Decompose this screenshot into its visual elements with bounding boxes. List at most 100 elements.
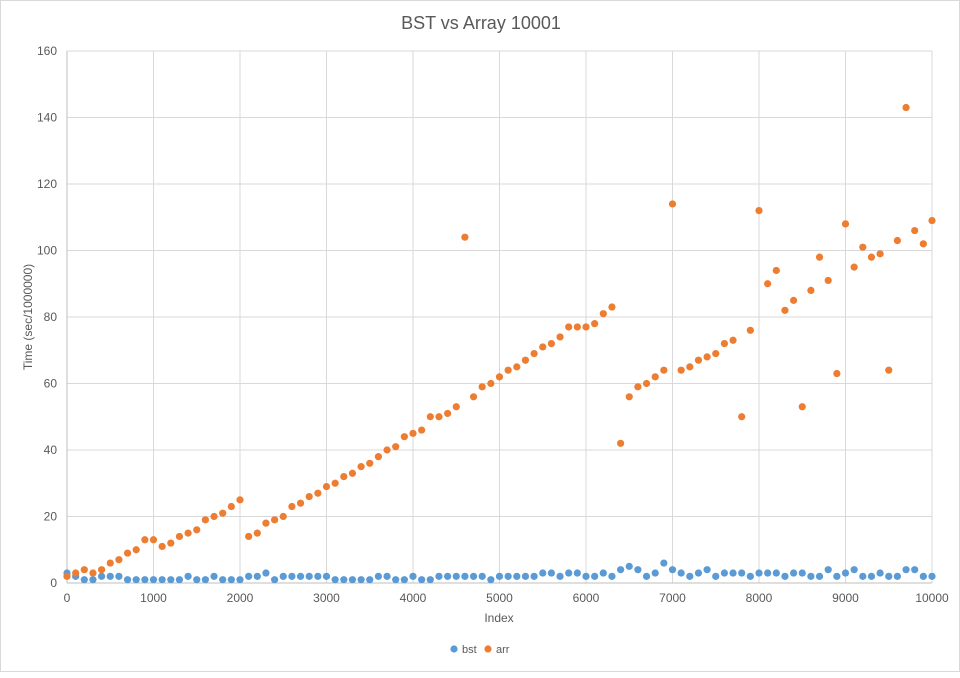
bst-point bbox=[184, 572, 192, 580]
arr-point bbox=[729, 336, 737, 344]
bst-point bbox=[487, 576, 495, 584]
bst-point bbox=[746, 572, 754, 580]
bst-point bbox=[738, 569, 746, 577]
bst-point bbox=[322, 572, 331, 580]
bst-point bbox=[115, 572, 123, 580]
bst-point bbox=[582, 572, 590, 580]
arr-point bbox=[902, 103, 910, 112]
arr-point bbox=[340, 473, 348, 481]
bst-point bbox=[132, 576, 140, 584]
x-tick-label: 2000 bbox=[227, 591, 254, 605]
arr-point bbox=[651, 373, 659, 381]
bst-point bbox=[807, 572, 815, 580]
arr-point bbox=[755, 207, 763, 215]
bst-point bbox=[80, 576, 88, 584]
bst-point bbox=[599, 569, 607, 577]
arr-point bbox=[885, 366, 893, 374]
bst-point bbox=[245, 572, 253, 580]
bst-point bbox=[591, 572, 599, 580]
bst-point bbox=[469, 572, 478, 580]
bst-point bbox=[314, 572, 322, 580]
bst-point bbox=[539, 569, 547, 577]
bst-point bbox=[902, 566, 910, 574]
x-tick-label: 6000 bbox=[573, 591, 600, 605]
arr-point bbox=[487, 379, 495, 388]
bst-point bbox=[833, 572, 841, 580]
bst-point bbox=[452, 572, 460, 580]
x-tick-label: 8000 bbox=[746, 591, 773, 605]
bst-point bbox=[141, 576, 149, 584]
arr-point bbox=[504, 366, 512, 374]
arr-point bbox=[617, 439, 625, 447]
arr-point bbox=[539, 343, 547, 351]
bst-point bbox=[885, 572, 893, 580]
bst-point bbox=[876, 569, 884, 577]
bst-point bbox=[426, 576, 434, 584]
arr-point bbox=[815, 253, 824, 261]
bst-point bbox=[608, 572, 616, 580]
arr-point bbox=[573, 323, 581, 331]
bst-point bbox=[677, 569, 685, 577]
bst-point bbox=[331, 576, 339, 584]
legend-marker bbox=[484, 645, 492, 653]
arr-point bbox=[495, 373, 504, 381]
arr-point bbox=[80, 566, 88, 574]
bst-point bbox=[106, 572, 114, 580]
bst-point bbox=[668, 566, 677, 574]
arr-point bbox=[521, 356, 530, 364]
legend-item-bst: bst bbox=[450, 644, 477, 656]
arr-point bbox=[634, 383, 642, 391]
bst-point bbox=[781, 572, 789, 580]
arr-point bbox=[374, 453, 382, 461]
arr-point bbox=[772, 266, 780, 275]
bst-point bbox=[219, 576, 227, 584]
arr-point bbox=[513, 363, 521, 371]
legend-label: bst bbox=[462, 644, 477, 656]
arr-point bbox=[738, 413, 746, 421]
x-tick-label: 9000 bbox=[832, 591, 859, 605]
arr-point bbox=[400, 433, 408, 441]
bst-point bbox=[703, 566, 711, 574]
bst-point bbox=[625, 562, 633, 570]
bst-point bbox=[547, 569, 556, 577]
bst-point bbox=[815, 572, 824, 580]
bst-point bbox=[919, 572, 927, 580]
arr-point bbox=[686, 363, 694, 371]
arr-point bbox=[426, 413, 434, 421]
bst-point bbox=[772, 569, 780, 577]
bst-point bbox=[262, 569, 270, 577]
bst-point bbox=[841, 569, 850, 577]
y-tick-label: 40 bbox=[44, 443, 58, 457]
bst-point bbox=[236, 576, 244, 584]
x-tick-label: 1000 bbox=[140, 591, 167, 605]
bst-point bbox=[694, 569, 703, 577]
bst-point bbox=[340, 576, 348, 584]
arr-point bbox=[167, 539, 175, 547]
bst-point bbox=[651, 569, 659, 577]
arr-point bbox=[859, 243, 867, 251]
bst-point bbox=[149, 576, 158, 584]
arr-point bbox=[469, 393, 478, 401]
arr-point bbox=[296, 499, 305, 507]
bst-point bbox=[634, 566, 642, 574]
bst-point bbox=[400, 576, 408, 584]
bst-point bbox=[565, 569, 573, 577]
bst-point bbox=[911, 566, 919, 574]
bst-point bbox=[167, 576, 175, 584]
arr-point bbox=[798, 403, 806, 411]
arr-point bbox=[824, 276, 832, 285]
arr-point bbox=[219, 509, 227, 517]
bst-point bbox=[98, 572, 106, 580]
bst-point bbox=[123, 576, 132, 584]
arr-point bbox=[660, 366, 668, 374]
bst-point bbox=[253, 572, 261, 580]
arr-point bbox=[625, 393, 633, 401]
arr-point bbox=[547, 340, 556, 348]
arr-point bbox=[210, 512, 218, 521]
x-tick-label: 7000 bbox=[659, 591, 686, 605]
arr-point bbox=[582, 323, 590, 331]
arr-point bbox=[790, 296, 798, 304]
arr-point bbox=[893, 236, 902, 245]
bst-point bbox=[720, 569, 729, 577]
arr-point bbox=[141, 536, 149, 544]
